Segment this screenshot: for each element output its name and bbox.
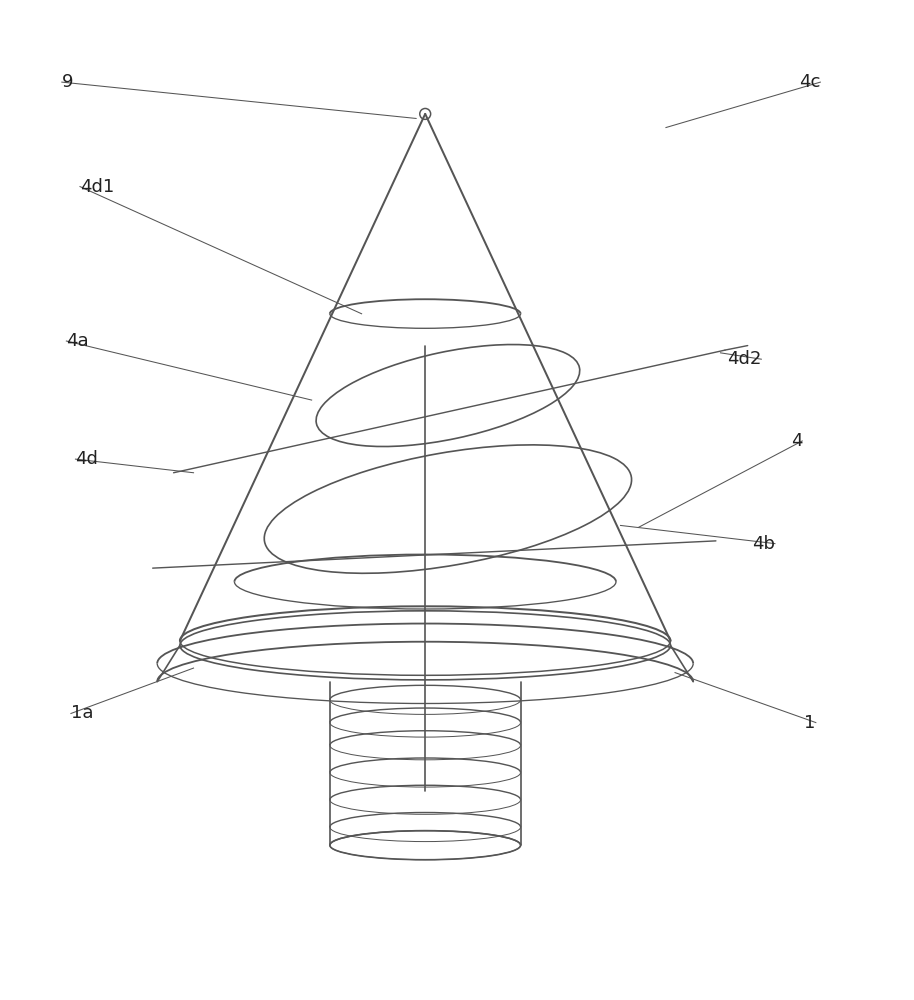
Text: 1: 1 bbox=[804, 714, 816, 732]
Text: 4d2: 4d2 bbox=[727, 350, 761, 368]
Text: 4a: 4a bbox=[67, 332, 89, 350]
Text: 4c: 4c bbox=[799, 73, 821, 91]
Text: 4d1: 4d1 bbox=[80, 178, 114, 196]
Text: 1a: 1a bbox=[71, 704, 93, 722]
Text: 9: 9 bbox=[62, 73, 73, 91]
Text: 4d: 4d bbox=[76, 450, 99, 468]
Text: 4: 4 bbox=[791, 432, 802, 450]
Text: 4b: 4b bbox=[752, 535, 775, 553]
